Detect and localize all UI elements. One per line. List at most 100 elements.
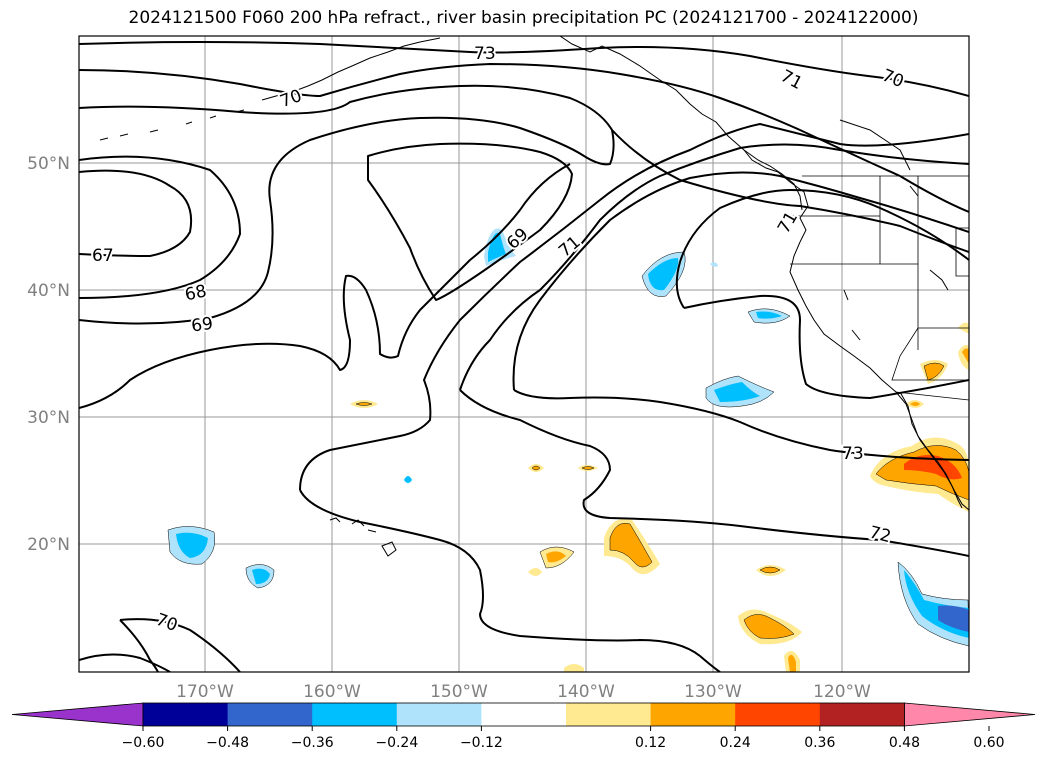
colorbar-tick-label: −0.36 [291,735,334,751]
precip-area [759,566,781,574]
lat-axis-labels: 50°N 40°N 30°N 20°N [27,154,70,555]
contour-line [79,116,615,325]
precip-area [176,532,208,558]
contour-line [683,294,969,399]
political-borders [790,175,969,401]
contour-line [79,653,171,672]
precip-area [404,476,412,483]
colorbar-extend-low [11,702,144,727]
hawaii-islands [329,517,397,557]
contour-line [79,169,192,257]
precip-area [355,402,373,406]
contour-line [119,619,159,672]
colorbar-tick-label: 0.60 [973,735,1004,751]
contour-label: 72 [867,523,893,548]
colorbar-segment [819,703,905,726]
coastlines [99,36,969,557]
precip-area [528,568,542,576]
colorbar-tick-label: −0.12 [460,735,503,751]
contour-label: 71 [774,208,802,237]
refractivity-contours [79,41,969,672]
precip-area [710,262,718,267]
contour-line [367,142,573,301]
precip-area [910,402,920,406]
us-mexico-border [895,391,969,401]
contour-line [79,155,241,299]
precip-area [743,614,795,639]
colorbar-tick-label: 0.24 [720,735,751,751]
lon-label: 140°W [557,682,615,702]
inland-waters [839,119,949,341]
colorbar-outline [142,702,905,727]
lon-label: 170°W [176,682,234,702]
contour-label: 73 [474,44,496,64]
contour-labels: 73 71 70 70 71 67 68 69 69 71 73 72 70 [90,42,909,638]
contour-line [119,618,241,672]
contour-label: 67 [92,246,114,266]
lat-label: 40°N [27,281,70,301]
colorbar [11,702,1036,727]
contour-line [459,143,969,391]
lon-axis-labels: 170°W 160°W 150°W 140°W 130°W 120°W [176,682,871,702]
precip-area [648,258,679,291]
lon-label: 130°W [684,682,742,702]
contour-label: 71 [555,232,584,261]
lat-label: 50°N [27,154,70,174]
precip-area [788,654,796,672]
colorbar-tick-label: −0.60 [122,735,165,751]
contour-line [79,84,969,253]
precip-area [923,362,945,381]
precip-area [546,551,566,563]
colorbar-tick-label: 0.36 [804,735,835,751]
colorbar-extend-high [904,702,1036,727]
contour-label: 69 [190,314,214,337]
colorbar-segment [650,703,736,726]
contour-line [512,171,969,391]
lat-label: 20°N [27,535,70,555]
colorbar-segment [312,703,398,726]
contour-label: 71 [777,66,805,94]
lon-label: 160°W [303,682,361,702]
contour-line [79,41,969,97]
colorbar-segment [396,703,482,726]
colorbar-segment [735,703,821,726]
us-west-coast [789,241,969,511]
colorbar-segment [227,703,313,726]
colorbar-tick-label: −0.24 [375,735,418,751]
colorbar-tick-label: 0.12 [635,735,666,751]
precip-area [962,348,969,364]
contour-line [675,189,969,309]
lon-label: 150°W [430,682,488,702]
precip-area [609,523,653,568]
precip-area [938,605,969,632]
baja-coast [899,391,963,509]
colorbar-tick-label: 0.48 [889,735,920,751]
colorbar-tick-label: −0.48 [206,735,249,751]
precip-area [714,382,760,402]
contour-label: 70 [153,610,180,636]
precip-area [564,664,584,672]
contour-line [513,389,969,461]
precip-area [756,311,782,319]
colorbar-segment [566,703,652,726]
contour-label: 73 [842,444,864,464]
bc-coast [743,149,809,243]
precip-negative-areas [167,228,969,647]
lat-label: 30°N [27,408,70,428]
contour-line [459,389,969,557]
contour-line [79,163,571,409]
map-title: 2024121500 F060 200 hPa refract., river … [128,8,919,28]
precip-area [252,568,270,584]
state-border [790,176,969,381]
colorbar-segment [481,703,567,726]
precip-positive-areas [350,322,969,672]
contour-label: 70 [879,66,907,93]
precip-area [581,466,595,470]
alaska-coast [559,36,803,211]
contour-line [79,63,969,213]
contour-line [299,489,721,672]
contour-label: 70 [277,86,304,112]
grid-lines [79,36,969,672]
lon-label: 120°W [813,682,871,702]
